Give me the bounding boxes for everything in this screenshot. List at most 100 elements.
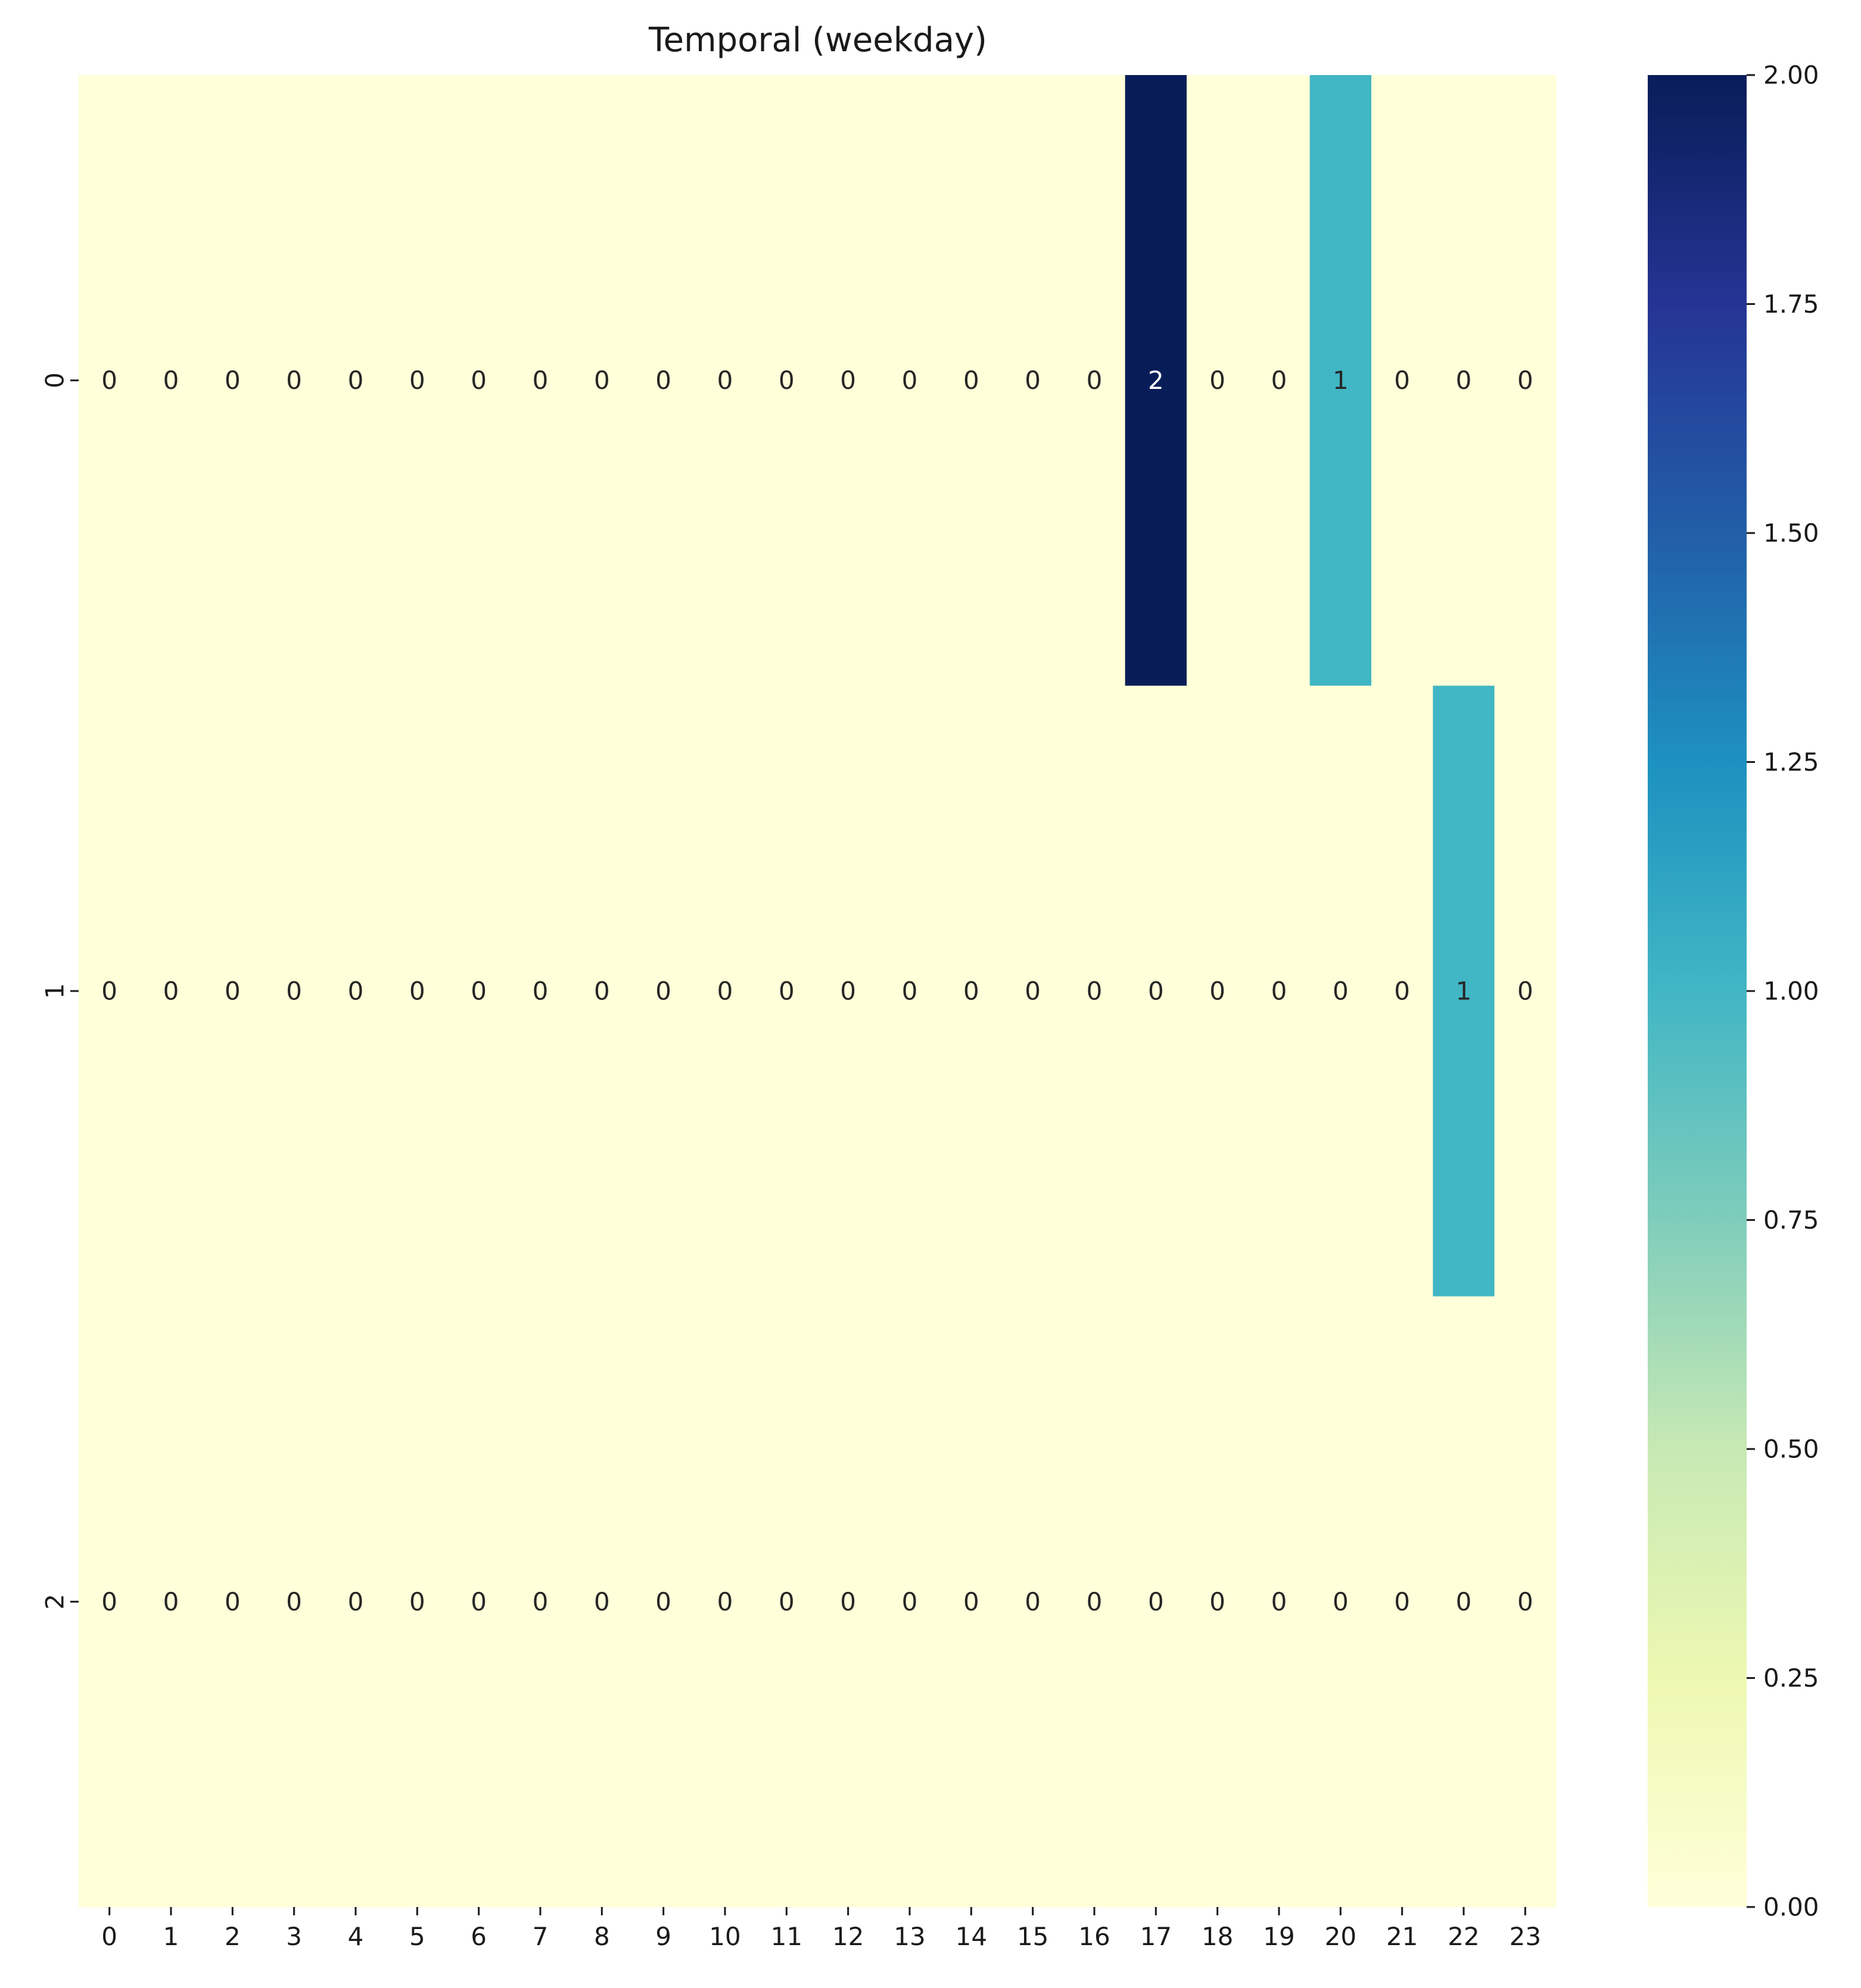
cell-annotation: 0 xyxy=(1087,1587,1103,1616)
heatmap-cell xyxy=(817,75,879,686)
colorbar-tick-label: 1.00 xyxy=(1763,977,1819,1006)
heatmap-cell xyxy=(201,1296,264,1908)
heatmap-cell xyxy=(1494,685,1557,1297)
cell-annotation: 0 xyxy=(409,977,425,1006)
cell-annotation: 0 xyxy=(286,1587,302,1616)
cell-annotation: 1 xyxy=(1456,977,1472,1006)
x-tick-label: 20 xyxy=(1325,1922,1356,1951)
cell-annotation: 0 xyxy=(963,1587,979,1616)
cell-annotation: 0 xyxy=(902,366,918,395)
heatmap-cell xyxy=(1309,685,1372,1297)
chart-title: Temporal (weekday) xyxy=(648,21,987,60)
cell-annotation: 0 xyxy=(1209,977,1225,1006)
x-tick-label: 13 xyxy=(894,1922,925,1951)
colorbar-tick-label: 0.50 xyxy=(1763,1435,1819,1464)
heatmap-cell xyxy=(263,1296,325,1908)
cell-annotation: 0 xyxy=(225,366,241,395)
colorbar-tick-label: 0.25 xyxy=(1763,1663,1819,1693)
heatmap-cell xyxy=(1002,685,1064,1297)
cell-annotation: 0 xyxy=(101,1587,117,1616)
cell-annotation: 0 xyxy=(840,977,856,1006)
heatmap-cell xyxy=(1187,75,1249,686)
heatmap-cell xyxy=(1187,1296,1249,1908)
x-tick-label: 17 xyxy=(1140,1922,1172,1951)
cell-annotation: 0 xyxy=(779,977,795,1006)
heatmap-cell xyxy=(79,1296,141,1908)
heatmap-cell xyxy=(140,75,203,686)
x-tick-label: 2 xyxy=(225,1922,241,1951)
heatmap-cell xyxy=(1125,1296,1187,1908)
heatmap-cell xyxy=(1309,75,1372,686)
x-tick-label: 21 xyxy=(1386,1922,1418,1951)
cell-annotations: 0 0 0 0 0 0 0 0 0 0 0 0 0 0 0 0 0 2 0 0 1 0 0 0 0 0 0 0 0 0 0 0 0 0 0 0 0 0 0 0… xyxy=(101,366,1533,1616)
heatmap-cell xyxy=(817,1296,879,1908)
x-tick-label: 22 xyxy=(1448,1922,1479,1951)
heatmap-cell xyxy=(1371,1296,1433,1908)
x-tick-label: 11 xyxy=(771,1922,802,1951)
cell-annotation: 0 xyxy=(1025,977,1041,1006)
heatmap-cell xyxy=(1494,1296,1557,1908)
heatmap-cell xyxy=(386,75,449,686)
x-tick-label: 10 xyxy=(709,1922,740,1951)
cell-annotation: 0 xyxy=(286,977,302,1006)
heatmap-cell xyxy=(1433,1296,1495,1908)
heatmap-cell xyxy=(940,75,1003,686)
x-tick-label: 16 xyxy=(1078,1922,1110,1951)
cell-annotation: 0 xyxy=(717,366,733,395)
cell-annotation: 0 xyxy=(471,977,487,1006)
heatmap-cell xyxy=(386,1296,449,1908)
cell-annotation: 0 xyxy=(902,977,918,1006)
colorbar-tick-label: 2.00 xyxy=(1763,61,1819,90)
heatmap-cell xyxy=(1002,1296,1064,1908)
cell-annotation: 0 xyxy=(717,977,733,1006)
cell-annotation: 0 xyxy=(1209,366,1225,395)
heatmap-cell xyxy=(325,1296,387,1908)
cell-annotation: 0 xyxy=(225,977,241,1006)
cell-annotation: 0 xyxy=(533,1587,549,1616)
heatmap-cell xyxy=(79,685,141,1297)
heatmap-cell xyxy=(325,75,387,686)
heatmap-cell xyxy=(571,75,633,686)
cell-annotation: 0 xyxy=(963,366,979,395)
heatmap-cell xyxy=(1494,75,1557,686)
heatmap-cell xyxy=(633,75,695,686)
cell-annotation: 0 xyxy=(594,977,610,1006)
cell-annotation: 0 xyxy=(163,1587,179,1616)
colorbar-tick-label: 0.00 xyxy=(1763,1893,1819,1922)
cell-annotation: 0 xyxy=(533,977,549,1006)
heatmap-cell xyxy=(940,685,1003,1297)
heatmap-cell xyxy=(1371,75,1433,686)
heatmap-cell xyxy=(879,75,941,686)
cell-annotation: 0 xyxy=(840,366,856,395)
cell-annotation: 0 xyxy=(655,366,671,395)
y-tick-label: 0 xyxy=(41,372,70,388)
heatmap-cell xyxy=(1063,75,1126,686)
heatmap-cell xyxy=(571,1296,633,1908)
cell-annotation: 0 xyxy=(1148,977,1164,1006)
heatmap-cell xyxy=(633,685,695,1297)
heatmap-cell xyxy=(1433,75,1495,686)
cell-annotation: 0 xyxy=(1271,366,1287,395)
heatmap-cell xyxy=(1063,1296,1126,1908)
cell-annotation: 0 xyxy=(655,977,671,1006)
cell-annotation: 0 xyxy=(409,1587,425,1616)
cell-annotation: 0 xyxy=(533,366,549,395)
cell-annotation: 0 xyxy=(779,1587,795,1616)
x-tick-label: 15 xyxy=(1017,1922,1048,1951)
cell-annotation: 0 xyxy=(1517,977,1533,1006)
x-tick-label: 23 xyxy=(1510,1922,1541,1951)
x-tick-label: 8 xyxy=(594,1922,610,1951)
x-tick-label: 4 xyxy=(348,1922,364,1951)
cell-annotation: 0 xyxy=(101,977,117,1006)
heatmap-cell xyxy=(386,685,449,1297)
heatmap-cell xyxy=(509,75,572,686)
heatmap-cell xyxy=(140,685,203,1297)
heatmap-cells xyxy=(79,75,1557,1908)
cell-annotation: 0 xyxy=(1209,1587,1225,1616)
colorbar: 0.00 0.25 0.50 0.75 1.00 1.25 1.50 1.75 2.00 xyxy=(1648,61,1819,1922)
heatmap-cell xyxy=(509,685,572,1297)
cell-annotation: 0 xyxy=(1148,1587,1164,1616)
heatmap-cell xyxy=(694,1296,757,1908)
heatmap-cell xyxy=(1433,685,1495,1297)
cell-annotation: 0 xyxy=(1271,1587,1287,1616)
